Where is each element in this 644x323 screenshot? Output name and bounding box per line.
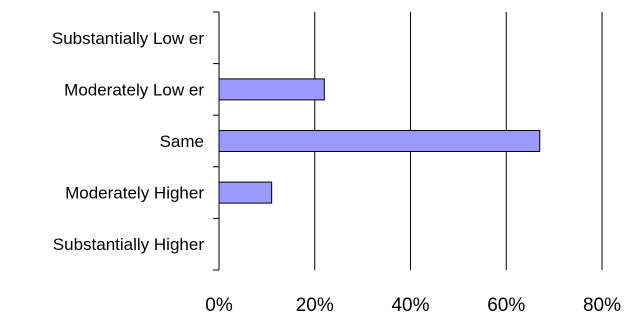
bars (218, 78, 541, 204)
category-label: Moderately Higher (65, 184, 204, 203)
x-tick-label: 0% (205, 295, 233, 316)
x-tick-label: 20% (296, 295, 334, 316)
category-label: Substantially Low er (52, 29, 204, 48)
category-label: Same (160, 132, 204, 151)
tick-labels: 0% 20% 40% 60% 80% (205, 295, 621, 316)
bar (218, 130, 541, 152)
category-label: Moderately Low er (64, 80, 204, 99)
category-labels: Substantially Low er Moderately Low er Sam… (52, 29, 204, 254)
bar (218, 78, 325, 101)
bar (218, 181, 273, 204)
x-tick-label: 40% (391, 295, 429, 316)
axes (213, 11, 220, 271)
x-tick-label: 60% (487, 295, 525, 316)
x-tick-label: 80% (583, 295, 621, 316)
category-label: Substantially Higher (53, 235, 205, 254)
